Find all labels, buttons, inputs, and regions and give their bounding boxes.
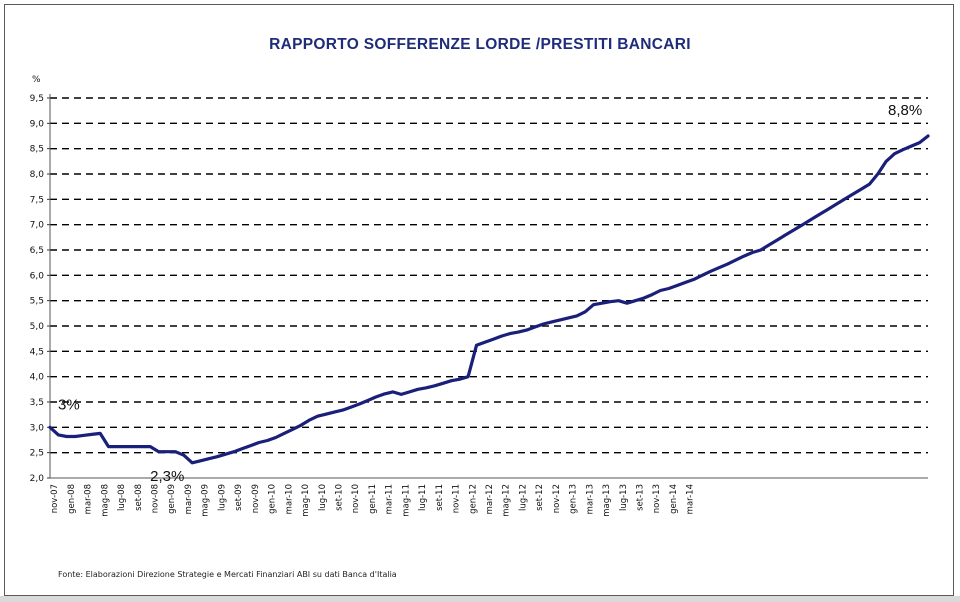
x-tick-label: mar-12 <box>485 484 495 514</box>
y-axis-label: % <box>32 75 41 85</box>
x-tick-label: mag-11 <box>401 484 411 517</box>
x-tick-label: nov-08 <box>151 484 161 513</box>
x-tick-label: mar-11 <box>385 484 395 514</box>
x-tick-label: gen-10 <box>268 484 278 514</box>
x-tick-label: set-11 <box>435 484 445 511</box>
x-tick-label: mag-08 <box>100 484 110 517</box>
x-tick-label: lug-09 <box>217 484 227 511</box>
y-tick-label: 6,0 <box>30 271 45 281</box>
y-tick-label: 8,5 <box>30 145 44 155</box>
chart-title: RAPPORTO SOFFERENZE LORDE /PRESTITI BANC… <box>269 36 691 53</box>
data-label: 2,3% <box>150 468 184 485</box>
y-tick-label: 2,5 <box>30 449 44 459</box>
data-label: 8,8% <box>888 102 922 119</box>
grid-lines <box>50 97 928 454</box>
x-tick-label: set-12 <box>535 484 545 511</box>
x-tick-label: lug-08 <box>117 484 127 511</box>
x-tick-label: nov-10 <box>351 484 361 513</box>
x-tick-label: lug-12 <box>518 484 528 511</box>
x-tick-label: set-09 <box>234 484 244 511</box>
y-tick-label: 4,5 <box>30 347 44 357</box>
x-tick-label: lug-11 <box>418 484 428 511</box>
x-tick-label: nov-12 <box>552 484 562 513</box>
x-tick-label: set-10 <box>334 484 344 511</box>
chart-frame <box>4 4 954 596</box>
y-tick-label: 7,0 <box>30 221 45 231</box>
y-tick-label: 2,0 <box>30 474 45 484</box>
x-tick-label: gen-11 <box>368 484 378 514</box>
y-tick-label: 9,0 <box>30 119 45 129</box>
y-tick-label: 4,0 <box>30 373 45 383</box>
y-tick-label: 3,5 <box>30 398 44 408</box>
series-line <box>48 134 930 465</box>
x-tick-label: gen-09 <box>167 484 177 514</box>
x-tick-label: mar-09 <box>184 484 194 514</box>
y-tick-label: 8,0 <box>30 170 45 180</box>
x-tick-label: mar-13 <box>585 484 595 514</box>
x-tick-label: gen-14 <box>669 484 679 514</box>
y-tick-label: 9,5 <box>30 94 44 104</box>
x-tick-label: mag-09 <box>201 484 211 517</box>
x-tick-label: mar-10 <box>284 484 294 514</box>
x-tick-label: mag-12 <box>502 484 512 517</box>
x-tick-label: mar-14 <box>686 484 696 514</box>
x-axis-ticks: nov-07 gen-08 mar-08 mag-08 lug-08 set-08 nov-… <box>50 484 696 517</box>
x-tick-label: mag-13 <box>602 484 612 517</box>
source-note: Fonte: Elaborazioni Direzione Strategie … <box>58 570 397 579</box>
frame-shadow <box>0 596 960 602</box>
x-tick-label: nov-07 <box>50 484 60 513</box>
y-tick-label: 6,5 <box>30 246 44 256</box>
data-label: 3% <box>58 396 80 413</box>
x-tick-label: nov-13 <box>652 484 662 513</box>
y-tick-label: 7,5 <box>30 195 44 205</box>
annotations: 3% 2,3% 8,8% <box>58 102 922 485</box>
y-axis-ticks: 2,0 2,5 3,0 3,5 4,0 4,5 5,0 5,5 6,0 6,5 7,0 7,5 8,0 8… <box>30 94 50 484</box>
x-tick-label: nov-09 <box>251 484 261 513</box>
x-tick-label: gen-08 <box>67 484 77 514</box>
x-tick-label: set-13 <box>636 484 646 511</box>
y-tick-label: 5,0 <box>30 322 45 332</box>
y-tick-label: 5,5 <box>30 297 44 307</box>
x-tick-label: mag-10 <box>301 484 311 517</box>
y-tick-label: 3,0 <box>30 423 45 433</box>
x-tick-label: lug-13 <box>619 484 629 511</box>
x-tick-label: mar-08 <box>84 484 94 514</box>
x-tick-label: set-08 <box>134 484 144 511</box>
x-tick-label: nov-11 <box>452 484 462 513</box>
x-tick-label: gen-13 <box>569 484 579 514</box>
x-tick-label: gen-12 <box>468 484 478 514</box>
x-tick-label: lug-10 <box>318 484 328 511</box>
